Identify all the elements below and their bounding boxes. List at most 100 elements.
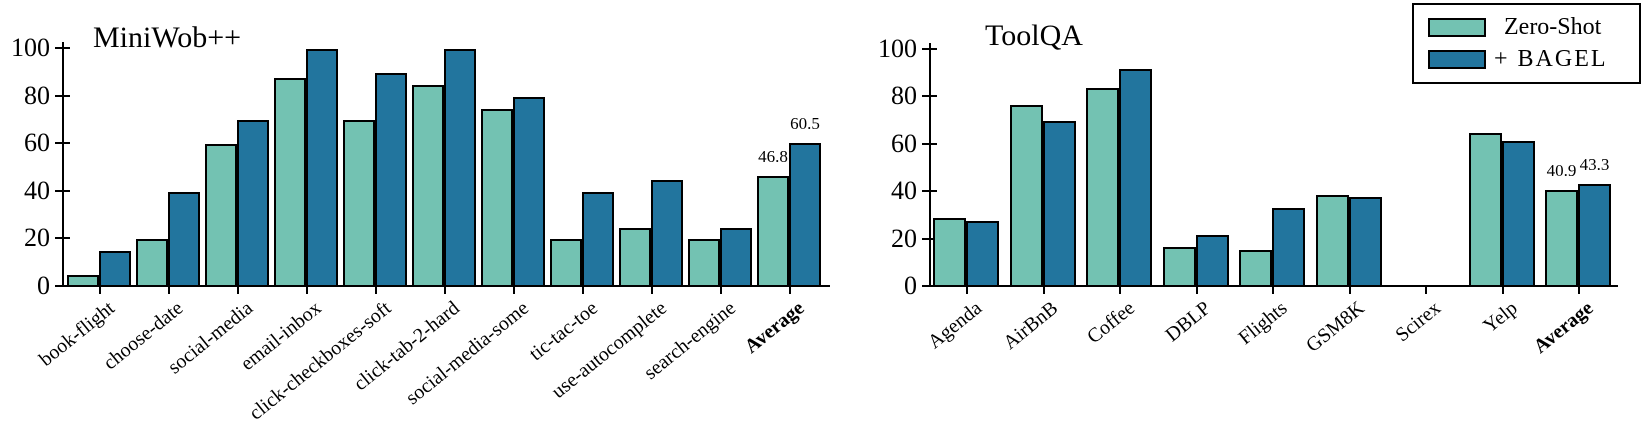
miniwob-x-tick-6: [513, 287, 515, 294]
bar-zero-shot-social-media: [205, 144, 237, 287]
miniwob-y-tick-label-40: 40: [24, 175, 50, 205]
miniwob-y-tick-label-0: 0: [37, 271, 50, 300]
bar-zero-shot-average: [757, 175, 789, 287]
bar-bagel-coffee: [1119, 68, 1152, 287]
bar-zero-shot-average: [1545, 190, 1578, 287]
miniwob-x-tick-4: [375, 287, 377, 294]
miniwob-y-tick-0: [55, 285, 70, 287]
toolqa-x-label-agenda: Agenda: [923, 297, 986, 354]
toolqa-x-label-airbnb: AirBnB: [999, 297, 1063, 354]
toolqa-y-tick-40: [922, 190, 937, 193]
toolqa-y-tick-label-60: 60: [891, 128, 917, 158]
bar-bagel-choose-date: [168, 191, 200, 287]
toolqa-value-label-average-0: 40.9: [1546, 161, 1577, 181]
bar-zero-shot-click-checkboxes-soft: [343, 120, 375, 287]
bar-bagel-use-autocomplete: [651, 179, 683, 287]
miniwob-y-tick-40: [55, 189, 70, 192]
bar-zero-shot-social-media-some: [481, 108, 513, 287]
toolqa-y-tick-100: [922, 48, 937, 50]
miniwob-x-tick-8: [651, 287, 653, 294]
toolqa-y-tick-20: [922, 237, 937, 240]
miniwob-y-tick-label-60: 60: [24, 128, 50, 158]
bar-zero-shot-choose-date: [136, 239, 168, 287]
toolqa-y-tick-label-100: 100: [878, 34, 917, 63]
toolqa-y-tick-label-80: 80: [891, 81, 917, 111]
legend-item-zero-shot: Zero-Shot: [1428, 14, 1601, 40]
bar-zero-shot-use-autocomplete: [619, 227, 651, 287]
toolqa-x-tick-8: [1578, 287, 1580, 294]
miniwob-chart-title: MiniWob++: [93, 21, 242, 54]
toolqa-x-label-scirex: Scirex: [1391, 297, 1445, 347]
toolqa-y-axis: [929, 43, 931, 287]
miniwob-y-tick-label-80: 80: [24, 80, 50, 110]
toolqa-y-tick-80: [922, 95, 937, 98]
toolqa-y-tick-label-40: 40: [891, 176, 917, 206]
miniwob-y-tick-100: [55, 47, 70, 49]
toolqa-y-tick-label-20: 20: [891, 223, 917, 253]
miniwob-y-axis: [62, 42, 64, 287]
toolqa-x-tick-6: [1425, 287, 1427, 294]
bar-bagel-gsm8k: [1348, 196, 1382, 287]
bar-bagel-email-inbox: [306, 49, 338, 287]
bar-zero-shot-coffee: [1086, 87, 1119, 287]
miniwob-y-tick-20: [55, 237, 70, 240]
toolqa-value-label-average-1: 43.3: [1579, 155, 1610, 175]
miniwob-x-tick-2: [237, 287, 239, 294]
miniwob-x-tick-10: [789, 287, 791, 294]
bar-zero-shot-agenda: [933, 218, 966, 287]
toolqa-y-tick-0: [922, 285, 937, 287]
bar-bagel-dblp: [1195, 234, 1229, 287]
bar-bagel-average: [1578, 184, 1611, 287]
bar-zero-shot-email-inbox: [274, 77, 306, 287]
toolqa-x-tick-2: [1119, 287, 1121, 294]
miniwob-x-tick-0: [99, 287, 101, 294]
miniwob-value-label-average-1: 60.5: [790, 114, 820, 133]
bar-bagel-airbnb: [1042, 121, 1076, 287]
miniwob-y-tick-label-100: 100: [11, 33, 50, 62]
miniwob-value-label-average-0: 46.8: [758, 146, 788, 166]
bar-bagel-yelp: [1501, 141, 1535, 287]
bar-bagel-social-media-some: [513, 96, 545, 287]
toolqa-x-tick-4: [1272, 287, 1274, 294]
bar-bagel-social-media: [237, 120, 269, 287]
toolqa-x-tick-0: [966, 287, 968, 294]
bar-zero-shot-gsm8k: [1315, 194, 1349, 287]
toolqa-y-tick-60: [922, 142, 937, 145]
toolqa-chart-title: ToolQA: [985, 19, 1083, 52]
toolqa-x-tick-5: [1348, 287, 1351, 294]
miniwob-x-tick-3: [306, 287, 308, 294]
legend: Zero-Shot + BAGEL: [1412, 3, 1641, 84]
bar-bagel-book-flight: [99, 251, 131, 287]
toolqa-y-tick-label-0: 0: [904, 271, 917, 300]
toolqa-x-label-coffee: Coffee: [1082, 297, 1139, 349]
miniwob-x-tick-1: [168, 287, 170, 294]
bar-bagel-click-checkboxes-soft: [375, 72, 407, 287]
bar-bagel-search-engine: [720, 227, 752, 287]
bagel-swatch: [1428, 49, 1486, 69]
bar-bagel-tic-tac-toe: [582, 191, 614, 287]
bar-bagel-flights: [1272, 207, 1305, 287]
bar-zero-shot-book-flight: [67, 275, 99, 287]
toolqa-x-tick-3: [1195, 287, 1198, 294]
miniwob-x-tick-5: [444, 287, 446, 294]
zero-shot-swatch: [1428, 17, 1486, 37]
bar-zero-shot-yelp: [1468, 132, 1502, 287]
miniwob-y-tick-60: [55, 142, 70, 145]
miniwob-x-tick-7: [582, 287, 584, 294]
bar-zero-shot-click-tab-2-hard: [412, 84, 444, 287]
miniwob-y-tick-80: [55, 94, 70, 97]
bar-bagel-click-tab-2-hard: [444, 49, 476, 287]
bar-bagel-average: [789, 143, 821, 287]
toolqa-x-tick-7: [1501, 287, 1504, 294]
toolqa-x-label-average: Average: [1529, 297, 1598, 358]
bar-bagel-agenda: [966, 220, 999, 287]
miniwob-x-tick-9: [720, 287, 722, 294]
legend-label-bagel: + BAGEL: [1494, 46, 1608, 72]
toolqa-x-label-flights: Flights: [1234, 297, 1292, 350]
bar-zero-shot-search-engine: [688, 239, 720, 287]
bar-zero-shot-dblp: [1162, 246, 1196, 287]
toolqa-x-label-yelp: Yelp: [1478, 297, 1522, 338]
bar-zero-shot-airbnb: [1009, 104, 1043, 287]
